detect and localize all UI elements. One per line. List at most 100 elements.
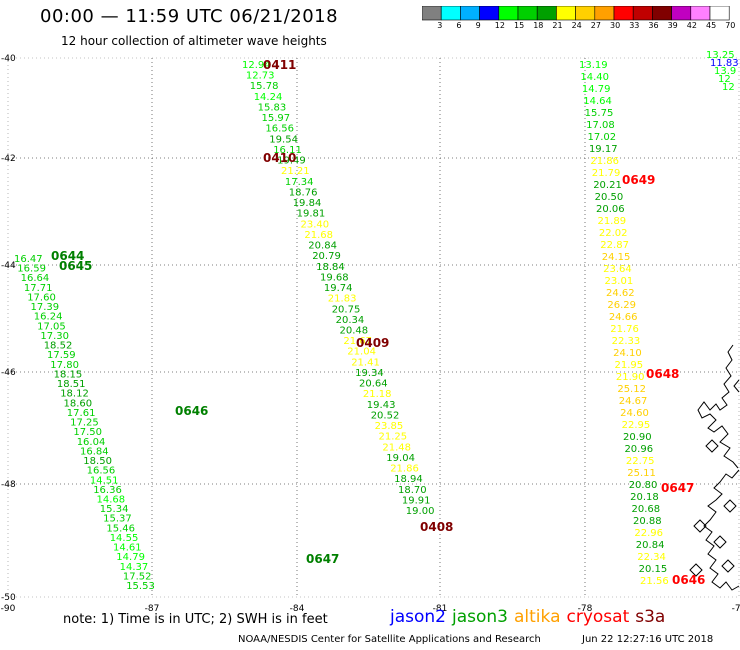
swh-value-label: 25.12: [617, 384, 646, 395]
swh-value-label: 16.56: [265, 124, 294, 135]
swh-value-label: 13.9: [714, 66, 736, 77]
swh-value-label: 16.56: [87, 466, 116, 477]
swh-value-label: 15.46: [106, 523, 135, 534]
swh-value-label: 22.96: [634, 528, 663, 539]
latitude-tick-label: -46: [1, 368, 16, 378]
swh-value-label: 15.75: [585, 108, 614, 119]
swh-value-label: 21.67: [343, 336, 372, 347]
colorbar-label: 36: [648, 21, 659, 30]
swh-value-label: 19.17: [589, 144, 618, 155]
legend-jason2: jason2: [390, 607, 446, 627]
swh-value-label: 16.84: [80, 446, 109, 457]
longitude-tick-label: -75: [732, 604, 740, 614]
swh-value-label: 17.08: [586, 120, 615, 131]
latitude-tick-label: -48: [1, 480, 16, 490]
swh-value-label: 21.76: [610, 324, 639, 335]
swh-value-label: 16.04: [77, 437, 106, 448]
swh-value-label: 17.30: [40, 331, 69, 342]
colorbar-label: 24: [571, 21, 582, 30]
swh-value-label: 18.50: [83, 456, 112, 467]
swh-value-label: 17.52: [123, 571, 152, 582]
pass-time-label: 0409: [356, 336, 389, 350]
note-text: note: 1) Time is in UTC; 2) SWH is in fe…: [63, 612, 328, 627]
swh-value-label: 22.75: [626, 456, 655, 467]
swh-value-label: 21.90: [616, 372, 645, 383]
colorbar-label: 33: [629, 21, 640, 30]
swh-value-label: 12: [718, 74, 731, 85]
swh-value-label: 17.02: [588, 132, 617, 143]
colorbar-label: 9: [475, 21, 481, 30]
swh-value-label: 23.40: [301, 219, 330, 230]
swh-value-label: 20.84: [308, 241, 337, 252]
timestamp-text: Jun 22 12:27:16 UTC 2018: [582, 634, 714, 645]
swh-value-label: 14.68: [97, 495, 126, 506]
swh-value-label: 17.60: [27, 292, 56, 303]
colorbar-label: 42: [686, 21, 697, 30]
pass-time-label: 0408: [420, 520, 453, 534]
pass-time-label: 0646: [175, 404, 208, 418]
swh-value-label: 24.10: [613, 348, 642, 359]
swh-value-label: 20.48: [340, 326, 369, 337]
latitude-tick-label: -42: [1, 154, 16, 164]
coastline: [689, 344, 740, 591]
colorbar-label: 39: [667, 21, 678, 30]
swh-value-label: 15.53: [126, 581, 155, 592]
swh-value-label: 17.05: [37, 321, 66, 332]
swh-value-label: 19.91: [402, 495, 431, 506]
colorbar-label: 12: [494, 21, 505, 30]
swh-value-label: 21.18: [363, 389, 392, 400]
swh-value-label: 17.59: [47, 350, 76, 361]
chart-subtitle: 12 hour collection of altimeter wave hei…: [61, 34, 327, 48]
swh-value-label: 20.06: [596, 204, 625, 215]
swh-value-label: 17.71: [24, 283, 53, 294]
swh-value-label: 23.64: [603, 264, 632, 275]
swh-value-label: 20.15: [639, 564, 668, 575]
legend-altika: altika: [514, 607, 561, 627]
swh-value-label: 14.40: [580, 72, 609, 83]
swh-value-label: 14.51: [90, 475, 119, 486]
swh-value-label: 24.67: [619, 396, 648, 407]
swh-value-label: 20.96: [624, 444, 653, 455]
swh-value-label: 22.87: [600, 240, 629, 251]
pass-time-label: 0647: [661, 481, 694, 495]
swh-value-label: 15.97: [262, 113, 291, 124]
latitude-tick-label: -50: [1, 593, 16, 603]
pass-time-label: 0410: [263, 151, 296, 165]
swh-value-label: 16.24: [34, 312, 63, 323]
colorbar-label: 15: [514, 21, 525, 30]
swh-value-label: 15.83: [258, 102, 287, 113]
swh-value-label: 18.70: [398, 485, 427, 496]
longitude-tick-label: -81: [433, 604, 448, 614]
swh-value-label: 17.50: [73, 427, 102, 438]
swh-value-label: 24.62: [606, 288, 635, 299]
swh-value-label: 20.88: [633, 516, 662, 527]
swh-value-label: 25.11: [627, 468, 656, 479]
track-0410: 12.9412.7315.7814.2415.8315.9716.5619.54…: [242, 60, 434, 517]
longitude-tick-label: -78: [578, 604, 593, 614]
longitude-tick-label: -84: [290, 604, 305, 614]
swh-value-label: 17.39: [31, 302, 60, 313]
swh-value-label: 19.81: [297, 209, 326, 220]
swh-value-label: 21.86: [390, 464, 419, 475]
pass-time-label: 0647: [306, 552, 339, 566]
credit-text: NOAA/NESDIS Center for Satellite Applica…: [238, 634, 541, 645]
pass-time-label: 0645: [59, 259, 92, 273]
swh-value-label: 21.83: [328, 294, 357, 305]
pass-time-label: 0648: [646, 367, 679, 381]
swh-value-label: 20.84: [636, 540, 665, 551]
swh-value-label: 15.34: [100, 504, 129, 515]
swh-value-label: 18.52: [44, 341, 73, 352]
swh-value-label: 21.68: [304, 230, 333, 241]
swh-value-label: 11.83: [710, 58, 739, 69]
swh-value-label: 14.24: [254, 92, 283, 103]
swh-value-label: 21.95: [615, 360, 644, 371]
swh-value-label: 21.56: [640, 576, 669, 587]
legend-cryosat: cryosat: [566, 607, 630, 627]
swh-value-label: 16.47: [14, 254, 43, 265]
track-0648: 13.1914.4014.7914.6415.7517.0817.0219.17…: [579, 60, 669, 587]
swh-value-label: 20.18: [630, 492, 659, 503]
swh-value-label: 16.59: [17, 264, 46, 275]
